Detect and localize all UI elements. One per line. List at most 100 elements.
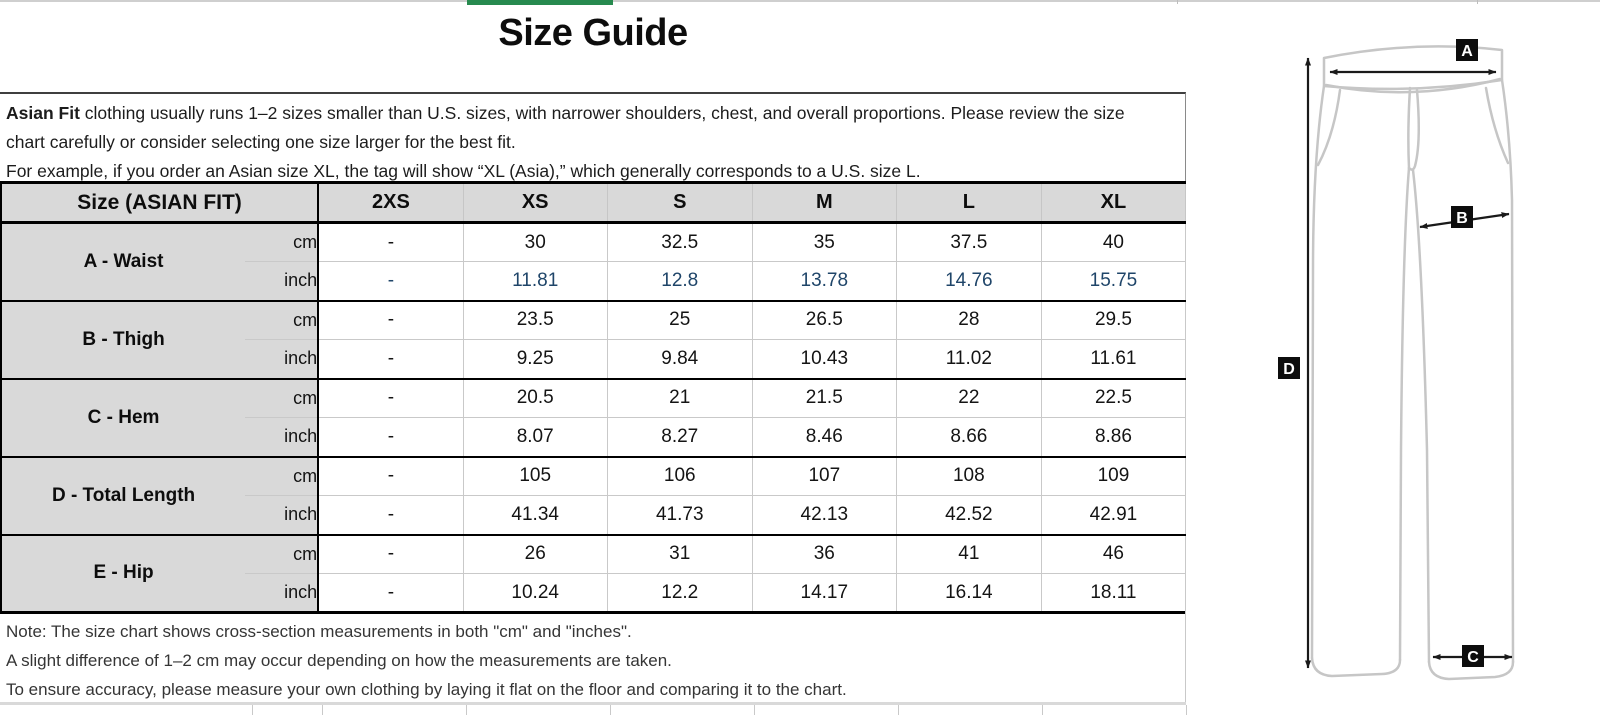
fit-description-box: Asian Fit clothing usually runs 1–2 size… — [0, 92, 1186, 181]
measurement-label: D - Total Length — [1, 456, 246, 536]
size-header-corner-cell: Size (ASIAN FIT) — [1, 182, 319, 224]
size-value-cell: 10.43 — [752, 339, 897, 380]
size-value-cell: 26.5 — [752, 300, 897, 340]
note-line: Note: The size chart shows cross-section… — [6, 622, 632, 641]
intro-bold-lead: Asian Fit — [6, 103, 80, 123]
size-column-header-s: S — [607, 182, 753, 224]
spreadsheet-grid-line — [466, 705, 467, 715]
size-table-header-row: Size (ASIAN FIT) 2XS XS S M L XL — [1, 182, 1187, 224]
size-value-cell: 9.25 — [463, 339, 608, 380]
size-value-cell: 109 — [1041, 456, 1187, 496]
unit-cell: inch — [245, 417, 320, 458]
table-row: A - Waist cm -30 32.5 35 37.5 40 — [1, 222, 1187, 302]
table-row: B - Thigh cm -23.5 25 26.5 28 29.5 — [1, 300, 1187, 380]
size-value-cell: - — [317, 222, 464, 262]
size-value-cell: 108 — [896, 456, 1042, 496]
unit-cell: cm — [245, 222, 320, 262]
table-row: inch -11.81 12.8 13.78 14.76 15.75 — [1, 261, 1187, 302]
unit-cell: inch — [245, 495, 320, 536]
unit-cell: inch — [245, 339, 320, 380]
measurement-label: C - Hem — [1, 378, 246, 458]
spreadsheet-grid-line — [898, 705, 899, 715]
size-value-cell: 36 — [752, 534, 897, 574]
table-row: inch -10.24 12.2 14.17 16.14 18.11 — [1, 573, 1187, 614]
label-d-length-marker: D — [1278, 357, 1300, 379]
size-column-header-xs: XS — [463, 182, 608, 224]
size-value-cell: 11.61 — [1041, 339, 1187, 380]
size-value-cell: - — [317, 495, 464, 536]
svg-text:A: A — [1461, 43, 1473, 60]
size-value-cell: 30 — [463, 222, 608, 262]
spreadsheet-grid-line — [610, 705, 611, 715]
pants-outline-drawing — [1310, 45, 1515, 681]
size-value-cell: - — [317, 261, 464, 302]
size-value-cell: 9.84 — [607, 339, 753, 380]
size-value-cell: 42.13 — [752, 495, 897, 536]
table-row: inch -41.34 41.73 42.13 42.52 42.91 — [1, 495, 1187, 536]
size-value-cell: 8.46 — [752, 417, 897, 458]
size-value-cell: 32.5 — [607, 222, 753, 262]
spreadsheet-grid-line — [754, 705, 755, 715]
size-value-cell: 22 — [896, 378, 1042, 418]
table-row: D - Total Length cm -105 106 107 108 109 — [1, 456, 1187, 536]
sheet-top-border — [0, 0, 1600, 2]
table-row: inch -9.25 9.84 10.43 11.02 11.61 — [1, 339, 1187, 380]
size-value-cell: 21 — [607, 378, 753, 418]
intro-paragraph-2: For example, if you order an Asian size … — [6, 161, 921, 181]
size-value-cell: 22.5 — [1041, 378, 1187, 418]
size-value-cell: 8.27 — [607, 417, 753, 458]
table-row: C - Hem cm -20.5 21 21.5 22 22.5 — [1, 378, 1187, 458]
size-value-cell: 11.81 — [463, 261, 608, 302]
spreadsheet-grid-line — [1042, 705, 1043, 715]
size-column-header-xl: XL — [1041, 182, 1187, 224]
size-value-cell: 41 — [896, 534, 1042, 574]
unit-cell: cm — [245, 378, 320, 418]
size-value-cell: 26 — [463, 534, 608, 574]
size-value-cell: 18.11 — [1041, 573, 1187, 614]
note-line: To ensure accuracy, please measure your … — [6, 680, 847, 699]
size-value-cell: 21.5 — [752, 378, 897, 418]
intro-paragraph-1: Asian Fit clothing usually runs 1–2 size… — [6, 103, 1125, 152]
size-value-cell: 14.17 — [752, 573, 897, 614]
pants-measurement-diagram: A B C D — [1278, 39, 1515, 681]
size-value-cell: 12.8 — [607, 261, 753, 302]
size-value-cell: 41.34 — [463, 495, 608, 536]
size-value-cell: - — [317, 573, 464, 614]
size-value-cell: 11.02 — [896, 339, 1042, 380]
unit-cell: inch — [245, 573, 320, 614]
size-value-cell: - — [317, 417, 464, 458]
size-value-cell: 105 — [463, 456, 608, 496]
size-value-cell: - — [317, 339, 464, 380]
size-value-cell: 15.75 — [1041, 261, 1187, 302]
size-column-header-m: M — [752, 182, 897, 224]
label-a-waist-marker: A — [1456, 39, 1478, 61]
spreadsheet-grid-line — [0, 702, 1186, 705]
size-value-cell: - — [317, 534, 464, 574]
size-table-body: A - Waist cm -30 32.5 35 37.5 40 inch -11.81 12.8… — [1, 222, 1187, 614]
table-row: E - Hip cm -26 31 36 41 46 — [1, 534, 1187, 614]
grid-column-tick — [1477, 0, 1478, 4]
size-value-cell: 23.5 — [463, 300, 608, 340]
size-column-header-2xs: 2XS — [317, 182, 464, 224]
label-b-thigh-marker: B — [1451, 206, 1473, 228]
size-value-cell: - — [317, 456, 464, 496]
size-value-cell: 20.5 — [463, 378, 608, 418]
note-line: A slight difference of 1–2 cm may occur … — [6, 651, 672, 670]
size-value-cell: 14.76 — [896, 261, 1042, 302]
size-value-cell: 16.14 — [896, 573, 1042, 614]
size-value-cell: 8.07 — [463, 417, 608, 458]
size-value-cell: 35 — [752, 222, 897, 262]
spreadsheet-grid-line — [1186, 705, 1187, 715]
unit-cell: cm — [245, 456, 320, 496]
table-row: inch -8.07 8.27 8.46 8.66 8.86 — [1, 417, 1187, 458]
size-value-cell: 10.24 — [463, 573, 608, 614]
size-value-cell: 40 — [1041, 222, 1187, 262]
label-c-hem-marker: C — [1462, 645, 1484, 667]
size-value-cell: 31 — [607, 534, 753, 574]
measurement-label: A - Waist — [1, 222, 246, 302]
size-value-cell: 46 — [1041, 534, 1187, 574]
spreadsheet-grid-line — [322, 705, 323, 715]
measurement-label: E - Hip — [1, 534, 246, 614]
size-value-cell: 106 — [607, 456, 753, 496]
size-column-header-l: L — [896, 182, 1042, 224]
